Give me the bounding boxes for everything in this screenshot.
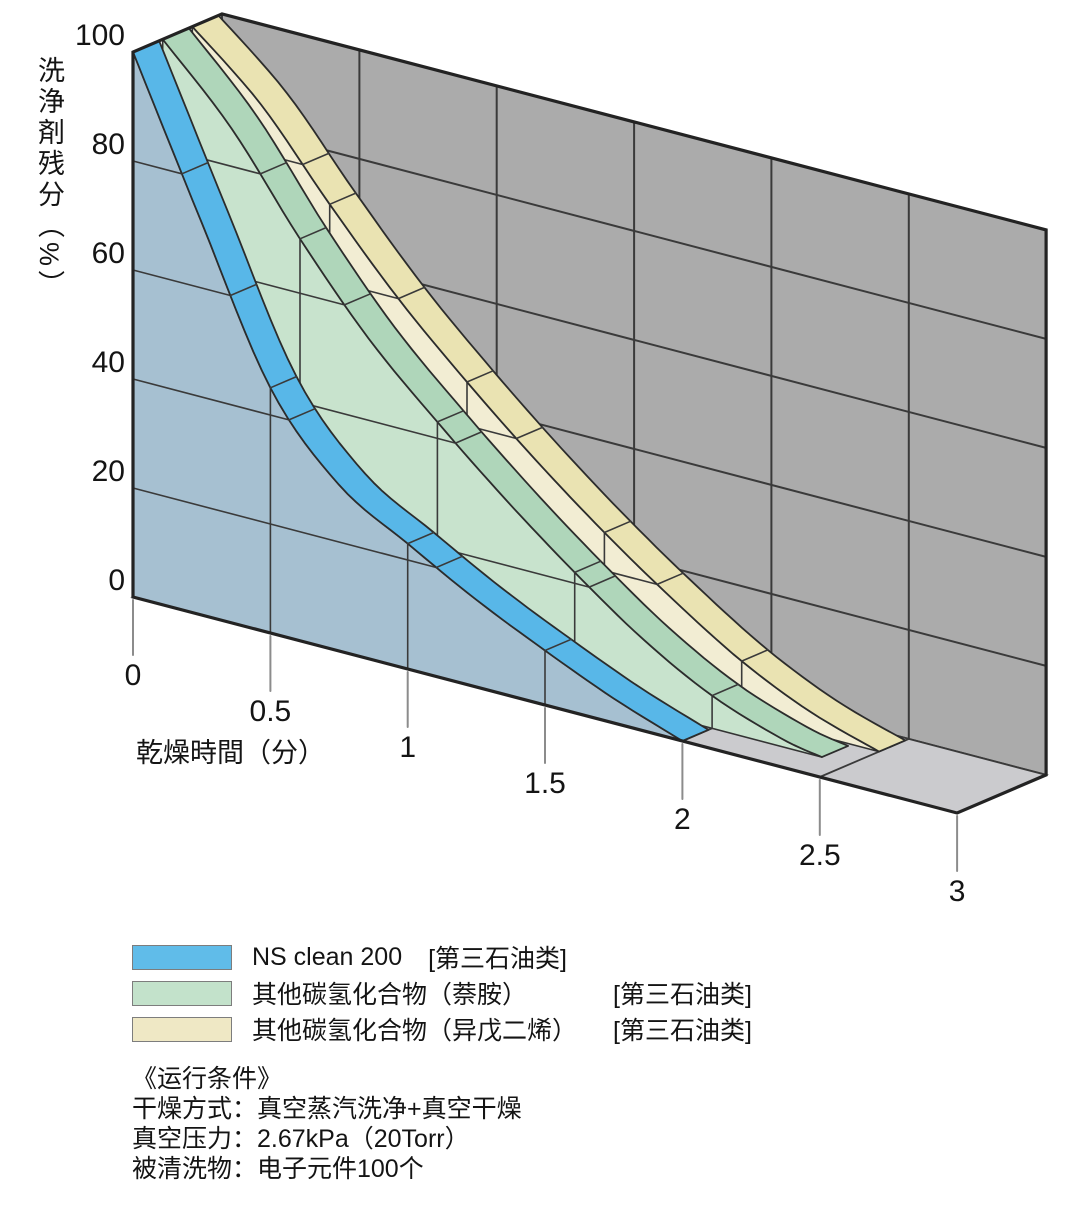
y-tick-label: 100 (75, 19, 125, 52)
x-tick-label: 2.5 (799, 839, 841, 872)
condition-line: 被清洗物：电子元件100个 (132, 1155, 424, 1183)
ribbon-jog (406, 531, 435, 545)
face-gridline-h (132, 487, 438, 569)
conditions-title: 《运行条件》 (132, 1065, 283, 1093)
operating-conditions: 《运行条件》 干燥方式：真空蒸汽洗净+真空干燥 真空压力：2.67kPa（20T… (132, 1064, 522, 1184)
ribbon-jog (466, 369, 494, 383)
condition-line: 真空压力：2.67kPa（20Torr） (132, 1125, 470, 1153)
face-gridline-h (132, 378, 290, 421)
ribbon-jog (515, 426, 544, 440)
x-tick-label: 2 (674, 803, 691, 836)
series-ribbon (161, 27, 849, 758)
ribbon-jog (301, 152, 330, 166)
ribbon-jog (573, 560, 602, 574)
ribbon-jog (740, 649, 769, 662)
x-axis-title: 乾燥時間（分） (136, 738, 325, 768)
x-axis: 0 0.5 1 1.5 2 2.5 3 (125, 599, 966, 908)
ribbon-jog (328, 192, 357, 206)
series-ribbon (132, 39, 710, 742)
legend-item: 其他碳氢化合物（萘胺） [第三石油类] (132, 975, 752, 1011)
y-tick-label: 80 (92, 128, 125, 161)
legend-item: NS clean 200 [第三石油类] (132, 939, 752, 975)
legend-label: 其他碳氢化合物（萘胺） (252, 981, 528, 1009)
ribbon-jog (435, 555, 464, 569)
legend-label: NS clean 200 (252, 942, 403, 971)
ribbon-jog (544, 638, 573, 652)
x-tick-label: 0 (125, 659, 142, 692)
ribbon-jog (454, 431, 483, 444)
condition-line: 干燥方式：真空蒸汽洗净+真空干燥 (132, 1095, 522, 1123)
y-tick-label: 40 (92, 346, 125, 379)
ribbon-jog (229, 283, 258, 297)
ribbon-jog (259, 161, 288, 175)
y-tick-label: 20 (92, 455, 125, 488)
x-tick-label: 1.5 (524, 767, 566, 800)
legend-swatch-yellow (132, 1016, 232, 1042)
legend-swatch-green (132, 980, 232, 1006)
ribbon-jog (299, 226, 327, 240)
legend-label: 其他碳氢化合物（异戊二烯） (252, 1017, 578, 1045)
face-gridline-h (132, 160, 183, 175)
ribbon-jog (343, 292, 372, 306)
y-axis: 0 20 40 60 80 100 (75, 19, 125, 597)
ribbon-jog (397, 286, 426, 300)
ribbon-jog (181, 161, 209, 175)
legend-item: 其他碳氢化合物（异戊二烯） [第三石油类] (132, 1011, 752, 1047)
ribbon-jog (656, 572, 685, 586)
plot-border (131, 12, 1048, 815)
ribbon-jog (588, 575, 617, 588)
x-tick-label: 3 (949, 875, 966, 908)
series-0 (132, 39, 710, 742)
y-axis-title: 洗浄剤残分（%） (34, 56, 64, 302)
x-tick-label: 1 (399, 731, 416, 764)
ribbon-jog (288, 407, 316, 421)
ribbon-jog (603, 520, 632, 534)
ribbon-jog (436, 409, 465, 423)
legend-category: [第三石油类] (613, 1017, 752, 1045)
legend: NS clean 200 [第三石油类] 其他碳氢化合物（萘胺） [第三石油类]… (132, 939, 752, 1047)
y-tick-label: 60 (92, 237, 125, 270)
legend-category: [第三石油类] (613, 981, 752, 1009)
y-tick-label: 0 (108, 564, 125, 597)
ribbon-jog (711, 683, 740, 697)
legend-category: [第三石油类] (428, 945, 568, 973)
face-gridline-h (132, 269, 232, 297)
x-tick-label: 0.5 (250, 695, 292, 728)
ribbon-jog (269, 375, 298, 389)
legend-swatch-blue (132, 944, 232, 970)
drying-time-3d-area-chart: 0 0.5 1 1.5 2 2.5 3 0 20 40 60 80 100 (75, 12, 1049, 908)
series-ribbon (191, 14, 907, 753)
